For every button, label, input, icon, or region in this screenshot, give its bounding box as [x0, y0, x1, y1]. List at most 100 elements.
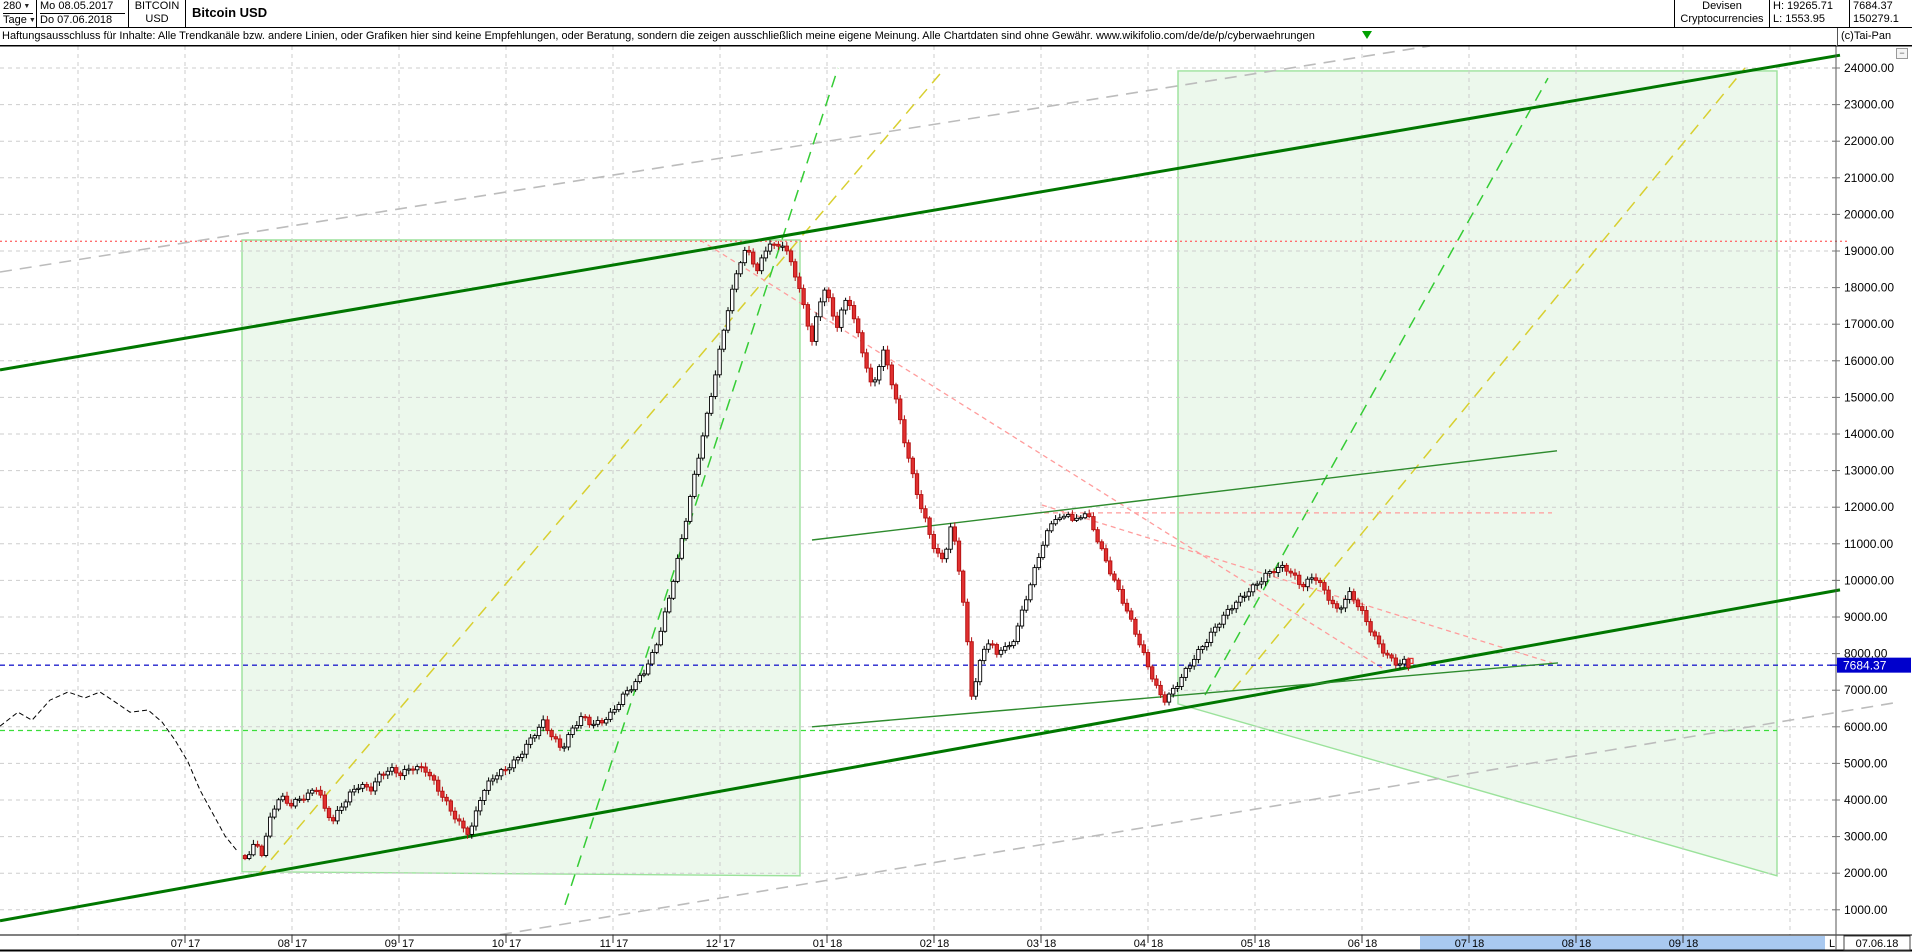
y-tick-label: 4000.00: [1844, 793, 1888, 807]
x-tick-label-month: 08: [278, 938, 290, 950]
x-tick-label-month: 06: [1348, 938, 1360, 950]
y-tick-label: 5000.00: [1844, 756, 1888, 770]
x-tick-label-year: 17: [188, 938, 200, 950]
last-date-label: 07.06.18: [1856, 938, 1899, 950]
gray-diagonal-upper: [0, 45, 1431, 273]
x-tick-label-year: 17: [509, 938, 521, 950]
y-tick-label: 13000.00: [1844, 464, 1894, 478]
upper-channel-line: [0, 53, 1841, 372]
symbol-currency: USD: [145, 13, 169, 25]
x-tick-label-month: 03: [1027, 938, 1039, 950]
y-tick-label: 23000.00: [1844, 98, 1894, 112]
category-type: Devisen: [1702, 0, 1742, 12]
x-tick-label-month: 08: [1562, 938, 1574, 950]
green-fan-right: [1204, 77, 1549, 696]
trend-channel-region-1: [241, 239, 801, 877]
symbol-name: BITCOIN: [134, 0, 180, 12]
x-tick-label-year: 17: [723, 938, 735, 950]
copyright-label: (c)Tai-Pan: [1837, 28, 1912, 46]
last-price-value: 7684.37: [1853, 0, 1893, 12]
period-cell: 280 ▼ Tage ▼: [0, 0, 37, 27]
pink-diagonal-from-feb-high: [1041, 504, 1553, 664]
lower-channel-line: [0, 588, 1841, 923]
header: 280 ▼ Tage ▼ Mo 08.05.2017 Do 07.06.2018…: [0, 0, 1912, 28]
chevron-down-icon: ▼: [28, 17, 36, 24]
y-tick-label: 14000.00: [1844, 427, 1894, 441]
y-tick-label: 3000.00: [1844, 830, 1888, 844]
pink-diagonal-from-peak: [699, 239, 1383, 669]
volume-value: 150279.1: [1853, 13, 1899, 25]
current-price-tag-label: 7684.37: [1843, 659, 1887, 673]
high-low-cell: H: 19265.71 L: 1553.95: [1770, 0, 1850, 27]
y-tick-label: 24000.00: [1844, 61, 1894, 75]
y-tick-label: 8000.00: [1844, 647, 1888, 661]
y-tick-label: 12000.00: [1844, 500, 1894, 514]
category-group: Cryptocurrencies: [1680, 13, 1764, 25]
x-tick-label-month: 07: [1455, 938, 1467, 950]
x-tick-label-year: 18: [1044, 938, 1056, 950]
x-tick-label-year: 17: [616, 938, 628, 950]
x-tick-label-year: 18: [937, 938, 949, 950]
y-tick-label: 16000.00: [1844, 354, 1894, 368]
x-tick-label-month: 07: [171, 938, 183, 950]
page-title: Bitcoin USD: [192, 5, 268, 20]
x-tick-label-year: 18: [1472, 938, 1484, 950]
inner-resistance-line: [811, 450, 1558, 541]
pre-data-line: [0, 691, 239, 853]
inner-support-line: [811, 662, 1559, 728]
y-tick-label: 11000.00: [1844, 537, 1893, 551]
y-tick-label: 17000.00: [1844, 317, 1894, 331]
y-tick-label: 1000.00: [1844, 903, 1888, 917]
date-from-field[interactable]: Mo 08.05.2017: [40, 0, 125, 14]
minimize-button[interactable]: −: [1896, 48, 1908, 59]
y-tick-label: 9000.00: [1844, 610, 1888, 624]
chevron-down-icon: ▼: [23, 3, 31, 10]
x-tick-label-month: 09: [1669, 938, 1681, 950]
x-tick-label-year: 17: [295, 938, 307, 950]
x-tick-label-year: 17: [402, 938, 414, 950]
period-unit-dropdown[interactable]: Tage ▼: [3, 14, 36, 27]
candles-group: [242, 240, 1411, 861]
x-tick-label-year: 18: [1686, 938, 1698, 950]
x-tick-label-month: 05: [1241, 938, 1253, 950]
y-tick-label: 7000.00: [1844, 683, 1888, 697]
y-tick-label: 20000.00: [1844, 207, 1894, 221]
x-tick-label-year: 18: [1579, 938, 1591, 950]
y-tick-label: 19000.00: [1844, 244, 1894, 258]
x-tick-label-month: 04: [1134, 938, 1146, 950]
x-tick-label-month: 11: [600, 938, 611, 950]
current-price-tag: [1837, 657, 1911, 673]
gray-diagonal-lower: [499, 701, 1901, 936]
x-tick-label-year: 18: [1151, 938, 1163, 950]
last-bar-indicator: L: [1829, 938, 1835, 950]
y-tick-label: 18000.00: [1844, 281, 1894, 295]
y-tick-label: 2000.00: [1844, 866, 1888, 880]
last-date-box: [1843, 935, 1911, 951]
last-price-cell: 7684.37 150279.1: [1850, 0, 1912, 27]
x-tick-label-year: 18: [830, 938, 842, 950]
x-tick-label-month: 09: [385, 938, 397, 950]
x-tick-label-year: 18: [1365, 938, 1377, 950]
chart-marker-triangle-icon: [1362, 31, 1372, 39]
y-tick-label: 15000.00: [1844, 390, 1894, 404]
x-tick-label-year: 18: [1258, 938, 1270, 950]
x-tick-label-month: 12: [706, 938, 718, 950]
period-low: L: 1553.95: [1773, 13, 1825, 25]
yellow-fan-left: [257, 67, 946, 876]
category-cell: Devisen Cryptocurrencies: [1674, 0, 1770, 27]
trend-channel-region-2: [1177, 70, 1778, 877]
y-tick-label: 21000.00: [1844, 171, 1894, 185]
symbol-cell: BITCOIN USD: [129, 0, 186, 27]
date-range-cell: Mo 08.05.2017 Do 07.06.2018: [37, 0, 129, 27]
x-tick-label-month: 10: [492, 938, 504, 950]
y-tick-label: 6000.00: [1844, 720, 1888, 734]
period-value-dropdown[interactable]: 280 ▼: [3, 0, 33, 14]
period-value: 280: [3, 0, 22, 12]
period-high: H: 19265.71: [1773, 0, 1833, 12]
disclaimer-text: Haftungsausschluss für Inhalte: Alle Tre…: [0, 28, 1836, 46]
y-tick-label: 10000.00: [1844, 573, 1894, 587]
date-to-field[interactable]: Do 07.06.2018: [40, 14, 113, 26]
y-tick-label: 22000.00: [1844, 134, 1894, 148]
